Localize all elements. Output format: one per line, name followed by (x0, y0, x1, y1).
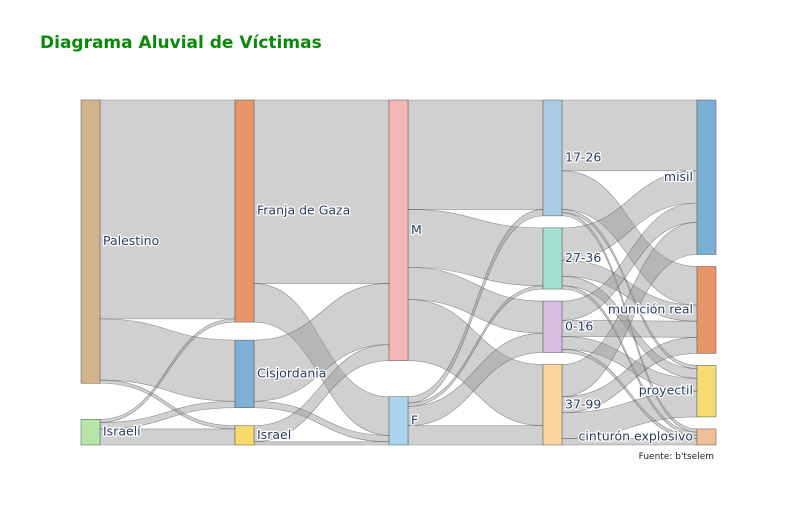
node-label-f: F (411, 412, 418, 427)
node-f (388, 396, 409, 446)
link-f-a3799 (407, 425, 544, 446)
node-label-cis: Cisjordania (257, 365, 326, 380)
node-gaza (234, 99, 255, 323)
node-label-proyectil: proyectil (639, 383, 693, 398)
node-a016 (542, 300, 563, 353)
node-a3799 (542, 364, 563, 446)
labels-layer: Palestino Israelí Franja de Gaza Cisjordani… (102, 148, 695, 445)
link-pal-gaza (99, 99, 236, 320)
node-label-a016: 0-16 (565, 318, 593, 333)
node-label-israel: Israel (257, 427, 291, 442)
chart-title: Diagrama Aluvial de Víctimas (40, 33, 322, 53)
nodes-layer (80, 99, 717, 446)
node-label-a3799: 37-99 (565, 396, 601, 411)
links-layer (99, 99, 698, 446)
node-label-gaza: Franja de Gaza (257, 203, 350, 218)
node-misil (696, 99, 717, 255)
node-cis (234, 339, 255, 408)
node-label-a2736: 27-36 (565, 250, 601, 265)
node-label-a1726: 17-26 (565, 149, 601, 164)
link-gaza-m (253, 99, 390, 284)
node-label-isr: Israelí (103, 424, 141, 439)
source-note: Fuente: b'tselem (639, 452, 714, 462)
link-pal-cis (99, 318, 236, 402)
node-label-municion: munición real (608, 301, 693, 316)
link-israel-f (253, 441, 390, 446)
node-proyectil (696, 365, 717, 418)
node-label-m: M (411, 222, 422, 237)
node-israel (234, 425, 255, 446)
node-isr (80, 419, 101, 446)
node-a2736 (542, 227, 563, 290)
node-a1726 (542, 99, 563, 217)
node-label-cinturon: cinturón explosivo (579, 428, 693, 443)
node-pal (80, 99, 101, 384)
node-cinturon (696, 428, 717, 446)
node-label-misil: misil (664, 169, 693, 184)
link-m-a1726 (407, 99, 544, 210)
node-label-pal: Palestino (103, 233, 159, 248)
node-municion (696, 266, 717, 354)
node-m (388, 99, 409, 361)
